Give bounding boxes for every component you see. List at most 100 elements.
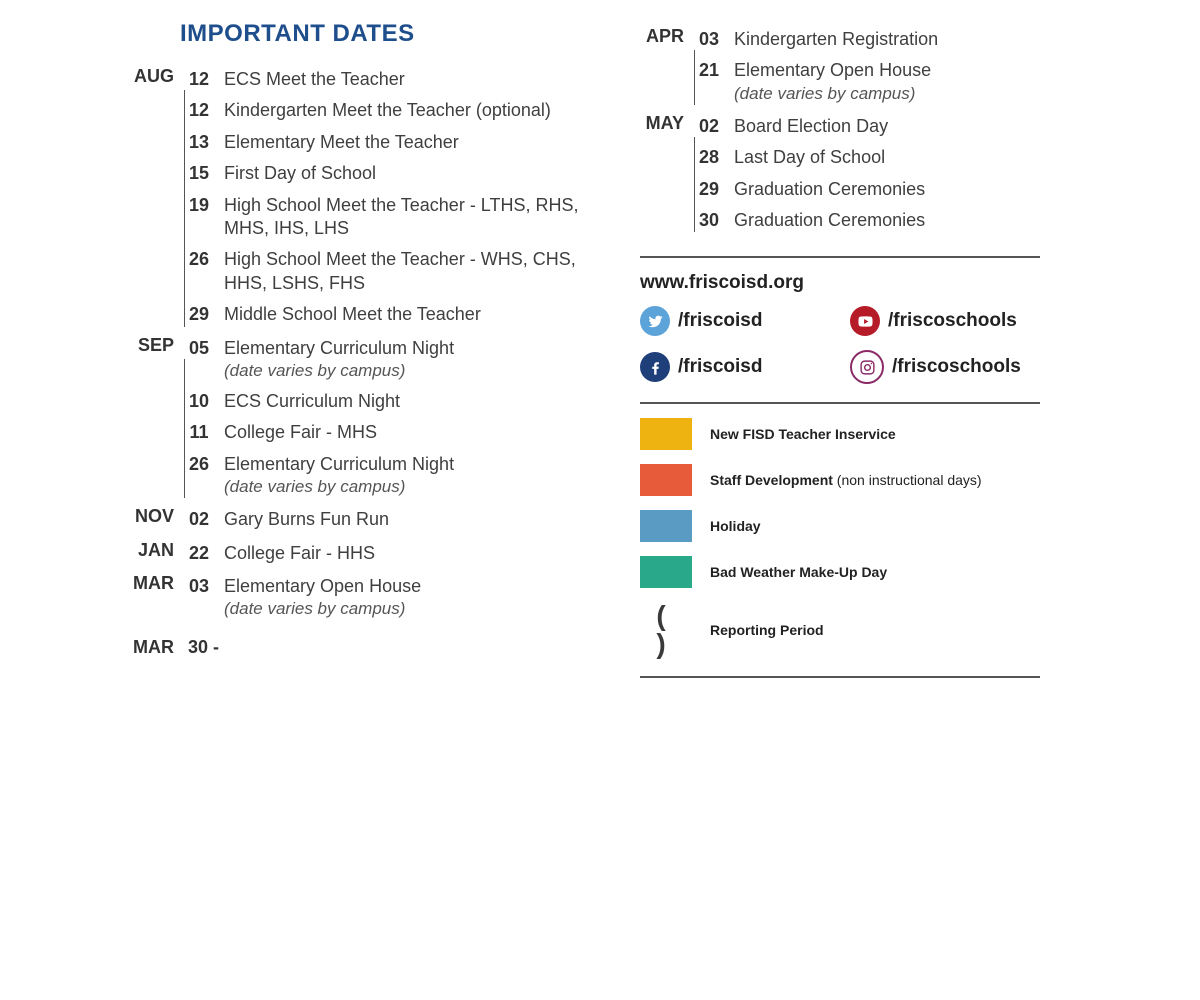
page-title: IMPORTANT DATES — [180, 20, 580, 48]
legend: New FISD Teacher Inservice Staff Developm… — [640, 418, 1040, 658]
event-text: Elementary Curriculum Night(date varies … — [218, 337, 454, 382]
event-day: 10 — [180, 390, 218, 413]
event-day: 02 — [690, 115, 728, 138]
legend-symbol: ( ) — [640, 602, 692, 658]
month-line — [184, 359, 185, 499]
legend-swatch — [640, 418, 692, 450]
event-text: High School Meet the Teacher - LTHS, RHS… — [218, 194, 580, 241]
divider — [640, 256, 1040, 258]
event-text: Kindergarten Registration — [728, 28, 938, 51]
site-url[interactable]: www.friscoisd.org — [640, 272, 1040, 294]
legend-row: New FISD Teacher Inservice — [640, 418, 1040, 450]
event-row: 10ECS Curriculum Night — [180, 388, 580, 419]
month-block: MAY02Board Election Day28Last Day of Sch… — [690, 113, 1040, 239]
event-row: 02Board Election Day — [690, 113, 1040, 144]
event-day: 05 — [180, 337, 218, 382]
event-row: 21Elementary Open House(date varies by c… — [690, 57, 1040, 110]
social-youtube[interactable]: /friscoschools — [850, 306, 1040, 336]
event-text: High School Meet the Teacher - WHS, CHS,… — [218, 248, 580, 295]
social-handle: /friscoschools — [888, 310, 1017, 332]
social-links: /friscoisd/friscoschools/friscoisd/frisc… — [640, 306, 1040, 384]
event-text: Board Election Day — [728, 115, 888, 138]
social-handle: /friscoschools — [892, 356, 1021, 378]
month-label: AUG — [130, 66, 174, 87]
event-day: 15 — [180, 162, 218, 185]
social-handle: /friscoisd — [678, 310, 762, 332]
event-row: 29Graduation Ceremonies — [690, 176, 1040, 207]
youtube-icon — [850, 306, 880, 336]
event-text: Graduation Ceremonies — [728, 209, 925, 232]
event-day: 29 — [690, 178, 728, 201]
event-text: Kindergarten Meet the Teacher (optional) — [218, 99, 551, 122]
legend-label: Reporting Period — [710, 622, 824, 638]
legend-label: New FISD Teacher Inservice — [710, 426, 896, 442]
event-text: Last Day of School — [728, 146, 885, 169]
social-facebook[interactable]: /friscoisd — [640, 350, 830, 384]
twitter-icon — [640, 306, 670, 336]
legend-swatch — [640, 510, 692, 542]
legend-label: Holiday — [710, 518, 761, 534]
event-text: Graduation Ceremonies — [728, 178, 925, 201]
month-block: APR03Kindergarten Registration21Elementa… — [690, 26, 1040, 111]
event-row: 26High School Meet the Teacher - WHS, CH… — [180, 246, 580, 301]
event-row: 15First Day of School — [180, 160, 580, 191]
divider — [640, 402, 1040, 404]
left-date-list: AUG12ECS Meet the Teacher12Kindergarten … — [180, 66, 580, 627]
event-day: 30 — [690, 209, 728, 232]
month-label: APR — [640, 26, 684, 47]
event-text: Elementary Open House(date varies by cam… — [728, 59, 931, 104]
month-label: MAR — [130, 637, 174, 658]
event-day: 03 — [690, 28, 728, 51]
month-block: JAN22College Fair - HHS — [180, 540, 580, 571]
event-note: (date varies by campus) — [224, 360, 454, 382]
instagram-icon — [850, 350, 884, 384]
legend-row: Bad Weather Make-Up Day — [640, 556, 1040, 588]
month-line — [694, 137, 695, 233]
legend-row: Holiday — [640, 510, 1040, 542]
month-label: NOV — [130, 506, 174, 527]
event-text: College Fair - MHS — [218, 421, 377, 444]
event-row: 12ECS Meet the Teacher — [180, 66, 580, 97]
event-text: Elementary Meet the Teacher — [218, 131, 459, 154]
legend-row: ( ) Reporting Period — [640, 602, 1040, 658]
event-day: 11 — [180, 421, 218, 444]
event-row: 19High School Meet the Teacher - LTHS, R… — [180, 192, 580, 247]
event-text: Elementary Curriculum Night(date varies … — [218, 453, 454, 498]
right-date-list: APR03Kindergarten Registration21Elementa… — [640, 26, 1040, 238]
month-label: MAY — [640, 113, 684, 134]
event-row: 03Kindergarten Registration — [690, 26, 1040, 57]
event-text: ECS Curriculum Night — [218, 390, 400, 413]
event-row: 29Middle School Meet the Teacher — [180, 301, 580, 332]
event-text: Elementary Open House(date varies by cam… — [218, 575, 421, 620]
month-line — [184, 90, 185, 327]
legend-sublabel: (non instructional days) — [833, 472, 982, 488]
event-text: First Day of School — [218, 162, 376, 185]
social-twitter[interactable]: /friscoisd — [640, 306, 830, 336]
event-day: 13 — [180, 131, 218, 154]
event-text: ECS Meet the Teacher — [218, 68, 405, 91]
legend-swatch — [640, 556, 692, 588]
event-row: 03Elementary Open House(date varies by c… — [180, 573, 580, 626]
month-block: MAR03Elementary Open House(date varies b… — [180, 573, 580, 626]
event-day: 12 — [180, 68, 218, 91]
event-row: 30Graduation Ceremonies — [690, 207, 1040, 238]
social-instagram[interactable]: /friscoschools — [850, 350, 1040, 384]
legend-row: Staff Development (non instructional day… — [640, 464, 1040, 496]
facebook-icon — [640, 352, 670, 382]
event-note: (date varies by campus) — [224, 476, 454, 498]
event-row: 22College Fair - HHS — [180, 540, 580, 571]
event-row: 12Kindergarten Meet the Teacher (optiona… — [180, 97, 580, 128]
event-day: 30 - — [188, 637, 226, 658]
month-block: NOV02Gary Burns Fun Run — [180, 506, 580, 537]
month-line — [694, 50, 695, 105]
event-row: 13Elementary Meet the Teacher — [180, 129, 580, 160]
month-block: SEP05Elementary Curriculum Night(date va… — [180, 335, 580, 505]
event-day: 03 — [180, 575, 218, 620]
event-text: College Fair - HHS — [218, 542, 375, 565]
event-day: 28 — [690, 146, 728, 169]
month-label: MAR — [130, 573, 174, 594]
left-tail-row: MAR 30 - — [180, 637, 580, 658]
month-block: AUG12ECS Meet the Teacher12Kindergarten … — [180, 66, 580, 333]
event-day: 26 — [180, 248, 218, 295]
event-note: (date varies by campus) — [224, 598, 421, 620]
